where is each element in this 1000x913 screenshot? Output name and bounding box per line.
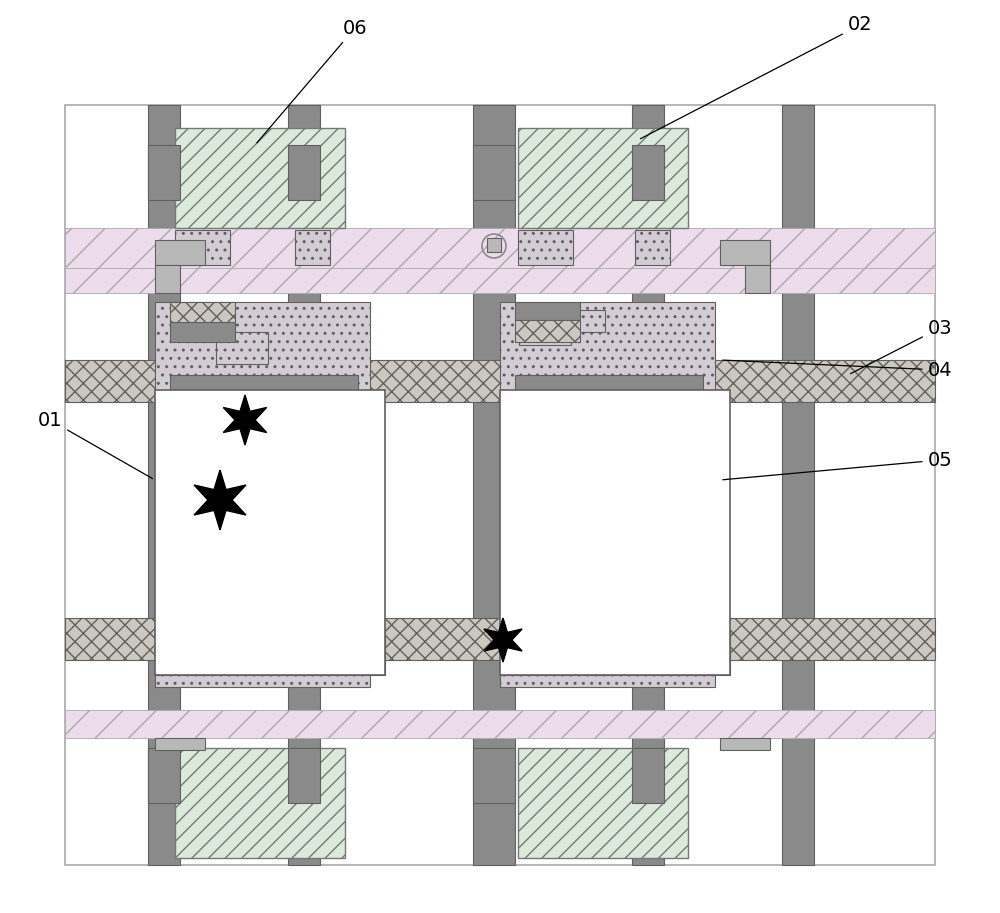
Bar xyxy=(216,332,268,364)
Bar xyxy=(518,128,688,228)
Bar xyxy=(65,105,935,865)
Bar xyxy=(782,105,814,865)
Bar xyxy=(65,618,935,660)
Bar xyxy=(518,230,573,265)
Bar xyxy=(260,632,315,674)
Bar xyxy=(515,302,580,320)
Bar xyxy=(288,105,320,865)
Bar xyxy=(515,430,703,630)
Bar xyxy=(473,748,515,803)
Bar xyxy=(605,632,660,674)
Bar xyxy=(155,738,205,750)
Polygon shape xyxy=(223,395,267,445)
Bar xyxy=(632,105,664,865)
Bar xyxy=(518,748,688,858)
Bar xyxy=(148,748,180,803)
Bar xyxy=(515,375,703,393)
Bar xyxy=(65,710,935,738)
Bar xyxy=(500,390,730,675)
Bar xyxy=(155,240,205,265)
Bar xyxy=(170,302,235,322)
Bar xyxy=(148,105,180,865)
Polygon shape xyxy=(484,618,522,662)
Bar xyxy=(288,748,320,803)
Bar xyxy=(570,310,605,332)
Bar xyxy=(155,302,370,687)
Bar xyxy=(500,630,730,675)
Bar xyxy=(155,265,180,293)
Text: 03: 03 xyxy=(850,319,952,373)
Bar xyxy=(175,128,345,228)
Bar xyxy=(500,302,715,687)
Bar xyxy=(745,265,770,293)
Bar xyxy=(175,748,345,858)
Bar xyxy=(632,748,664,803)
Bar xyxy=(295,230,330,265)
Bar xyxy=(170,430,358,630)
Bar xyxy=(515,320,580,342)
Text: 02: 02 xyxy=(640,16,872,139)
Bar xyxy=(720,738,770,750)
Bar xyxy=(519,310,571,345)
Bar xyxy=(148,145,180,200)
Bar xyxy=(65,265,935,293)
Polygon shape xyxy=(194,470,246,530)
Bar xyxy=(170,375,358,393)
Bar xyxy=(65,228,935,268)
Bar xyxy=(155,390,385,675)
Bar xyxy=(288,145,320,200)
Bar xyxy=(210,632,260,657)
Bar xyxy=(175,230,230,265)
Bar xyxy=(515,390,703,432)
Bar xyxy=(487,238,501,252)
Text: 04: 04 xyxy=(723,360,952,380)
Text: 01: 01 xyxy=(38,411,153,478)
Bar xyxy=(635,230,670,265)
Bar xyxy=(632,145,664,200)
Text: 05: 05 xyxy=(723,450,952,479)
Bar xyxy=(65,360,935,402)
Bar xyxy=(720,240,770,265)
Bar xyxy=(473,105,515,865)
Bar xyxy=(555,632,605,657)
Bar xyxy=(473,145,515,200)
Bar xyxy=(500,632,555,674)
Text: 06: 06 xyxy=(257,18,367,143)
Bar xyxy=(155,630,385,675)
Bar xyxy=(155,632,210,674)
Bar xyxy=(170,390,358,432)
Bar xyxy=(170,320,235,342)
